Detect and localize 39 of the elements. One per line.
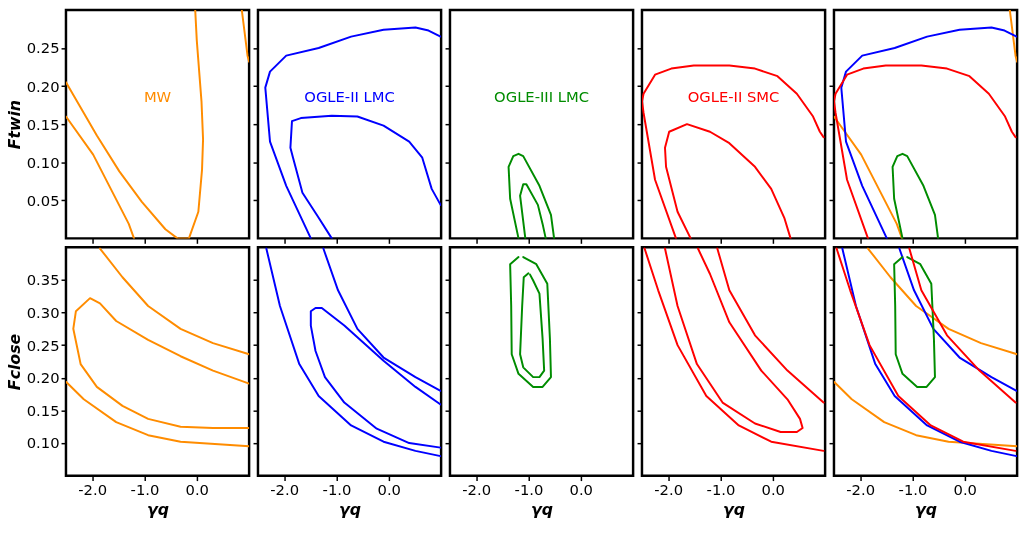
y-tick-label: 0.15 bbox=[26, 401, 60, 419]
x-axis-title: γq bbox=[915, 499, 938, 519]
x-tick-label: -2.0 bbox=[270, 480, 300, 498]
line-series bbox=[72, 297, 250, 430]
y-tick-label: 0.15 bbox=[26, 115, 60, 133]
x-axis-title: γq bbox=[723, 499, 746, 519]
x-tick-label: 0.0 bbox=[377, 480, 402, 498]
x-tick-label: -1.0 bbox=[514, 480, 544, 498]
x-tick-label: -2.0 bbox=[78, 480, 108, 498]
x-tick-label: 0.0 bbox=[761, 480, 786, 498]
y-tick-label: 0.10 bbox=[26, 153, 60, 171]
x-tick-label: 0.0 bbox=[953, 480, 978, 498]
y-tick-label: 0.10 bbox=[26, 434, 60, 452]
x-tick-label: 0.0 bbox=[185, 480, 210, 498]
y-axis-title: Ftwin bbox=[4, 99, 24, 150]
annotation: MW bbox=[143, 87, 172, 105]
x-tick-label: -2.0 bbox=[654, 480, 684, 498]
line-series bbox=[65, 9, 205, 239]
x-tick-label: -1.0 bbox=[130, 480, 160, 498]
x-axis-title: γq bbox=[147, 499, 170, 519]
x-axis-title: γq bbox=[531, 499, 554, 519]
y-tick-label: 0.35 bbox=[26, 271, 60, 289]
annotation: OGLE-II LMC bbox=[304, 87, 395, 105]
x-tick-label: -1.0 bbox=[898, 480, 928, 498]
y-tick-label: 0.25 bbox=[26, 39, 60, 57]
y-tick-label: 0.25 bbox=[26, 336, 60, 354]
y-tick-label: 0.30 bbox=[26, 303, 60, 321]
x-axis-title: γq bbox=[339, 499, 362, 519]
y-tick-label: 0.20 bbox=[26, 369, 60, 387]
y-tick-label: 0.05 bbox=[26, 191, 60, 209]
y-axis-title: Fclose bbox=[4, 333, 24, 391]
x-tick-label: -2.0 bbox=[846, 480, 876, 498]
x-tick-label: -2.0 bbox=[462, 480, 492, 498]
x-tick-label: 0.0 bbox=[569, 480, 594, 498]
annotation: OGLE-III LMC bbox=[494, 87, 589, 105]
x-tick-label: -1.0 bbox=[706, 480, 736, 498]
y-tick-label: 0.20 bbox=[26, 77, 60, 95]
annotation: OGLE-II SMC bbox=[687, 87, 780, 105]
x-tick-label: -1.0 bbox=[322, 480, 352, 498]
